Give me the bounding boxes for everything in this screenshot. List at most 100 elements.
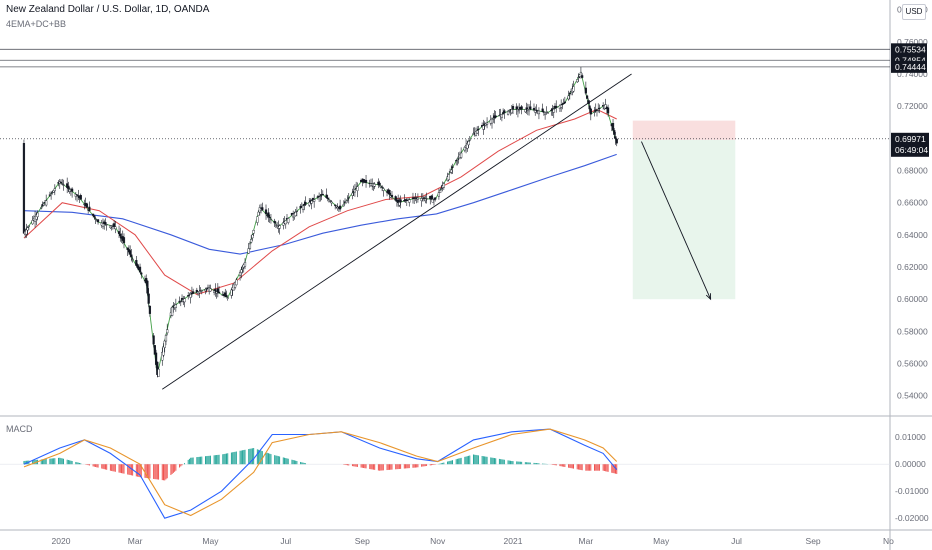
candle-body xyxy=(520,106,523,110)
candle-body xyxy=(294,211,297,217)
candle-body xyxy=(251,234,254,239)
candle-body xyxy=(163,340,166,348)
candle-body xyxy=(555,105,558,108)
candle-body xyxy=(503,110,506,114)
candle-body xyxy=(235,279,238,286)
candle-body xyxy=(437,192,441,197)
candle-body xyxy=(581,75,584,78)
candle-body xyxy=(156,361,159,375)
candle-body xyxy=(217,291,221,294)
current-price-text: 0.69971 xyxy=(895,134,926,144)
candle-body xyxy=(529,106,532,110)
candle-body xyxy=(534,110,537,113)
candle-body xyxy=(122,237,126,244)
candle-body xyxy=(240,269,243,273)
candle-body xyxy=(164,335,168,342)
candle-body xyxy=(247,248,250,254)
candle-body xyxy=(420,198,423,201)
take-profit-zone xyxy=(632,139,736,300)
candle-body xyxy=(198,291,201,293)
forecast-arrow xyxy=(641,141,712,300)
candle-body xyxy=(248,243,252,249)
forecast-arrow-head xyxy=(705,293,712,301)
candle-body xyxy=(195,289,198,293)
macd-line xyxy=(23,428,618,519)
price-axis-label: 0.72000 xyxy=(897,101,928,111)
candle-body xyxy=(152,335,155,345)
candle-body xyxy=(140,272,143,275)
candle-body xyxy=(326,197,329,199)
candle-body xyxy=(492,118,495,120)
candle-body xyxy=(532,108,536,111)
macd-axis-label: 0.01000 xyxy=(895,432,926,442)
candle-body xyxy=(537,110,541,115)
candle-body xyxy=(79,195,82,200)
candle-body xyxy=(577,76,580,78)
candle-body xyxy=(424,198,427,201)
candle-body xyxy=(119,233,122,237)
candle-body xyxy=(585,95,589,99)
candle-body xyxy=(113,223,116,227)
time-axis-label: Sep xyxy=(806,536,821,546)
candle-body xyxy=(460,152,463,158)
candle-body xyxy=(183,298,186,303)
candle-body xyxy=(319,195,322,197)
candle-body xyxy=(226,297,229,299)
price-axis-label: 0.62000 xyxy=(897,262,928,272)
time-axis-label: 2021 xyxy=(504,536,523,546)
candle-body xyxy=(129,250,132,255)
candle-body xyxy=(214,289,217,292)
candle-body xyxy=(252,230,255,234)
candle-body xyxy=(442,183,445,188)
candle-body xyxy=(474,131,478,136)
candle-body xyxy=(316,196,319,198)
candle-body xyxy=(510,109,513,114)
candle-body xyxy=(597,109,600,111)
candle-body xyxy=(588,105,591,110)
ema-red-line xyxy=(23,108,617,295)
candle-body xyxy=(179,301,182,303)
candle-body xyxy=(561,103,564,105)
candle-body xyxy=(61,183,64,185)
candle-body xyxy=(146,280,149,294)
candle-body xyxy=(224,292,227,297)
candle-body xyxy=(327,199,331,202)
candle-body xyxy=(342,204,345,207)
candle-body xyxy=(230,289,233,296)
candle-body xyxy=(353,189,357,193)
stop-loss-zone xyxy=(632,120,736,140)
price-axis-label: 0.64000 xyxy=(897,230,928,240)
candle-body xyxy=(382,188,385,191)
candle-body xyxy=(257,211,260,216)
candle-body xyxy=(213,290,216,293)
candle-body xyxy=(552,108,555,113)
candle-body xyxy=(261,207,264,211)
level-price-tag xyxy=(891,43,927,56)
candle-body xyxy=(145,278,148,284)
candle-body xyxy=(52,190,55,193)
price-pane[interactable] xyxy=(0,0,890,415)
candle-body xyxy=(308,202,311,206)
candle-body xyxy=(131,258,134,260)
candle-body xyxy=(422,197,426,199)
candle-body xyxy=(174,304,177,308)
candle-body xyxy=(451,166,454,168)
candle-body xyxy=(416,197,420,200)
candle-body xyxy=(59,181,63,183)
candle-body xyxy=(166,329,169,334)
candle-body xyxy=(232,284,235,291)
macd-pane-label[interactable]: MACD xyxy=(6,424,33,434)
candle-body xyxy=(216,288,219,293)
indicator-list[interactable]: 4EMA+DC+BB xyxy=(6,19,67,29)
candle-body xyxy=(335,205,338,208)
candle-body xyxy=(364,179,368,183)
candle-body xyxy=(467,141,470,146)
candle-body xyxy=(278,225,281,229)
candle-body xyxy=(148,305,152,314)
candle-body xyxy=(114,226,117,230)
candle-body xyxy=(518,109,521,111)
candle-body xyxy=(330,201,333,204)
currency-badge[interactable]: USD xyxy=(902,4,926,20)
candle-body xyxy=(334,204,337,206)
